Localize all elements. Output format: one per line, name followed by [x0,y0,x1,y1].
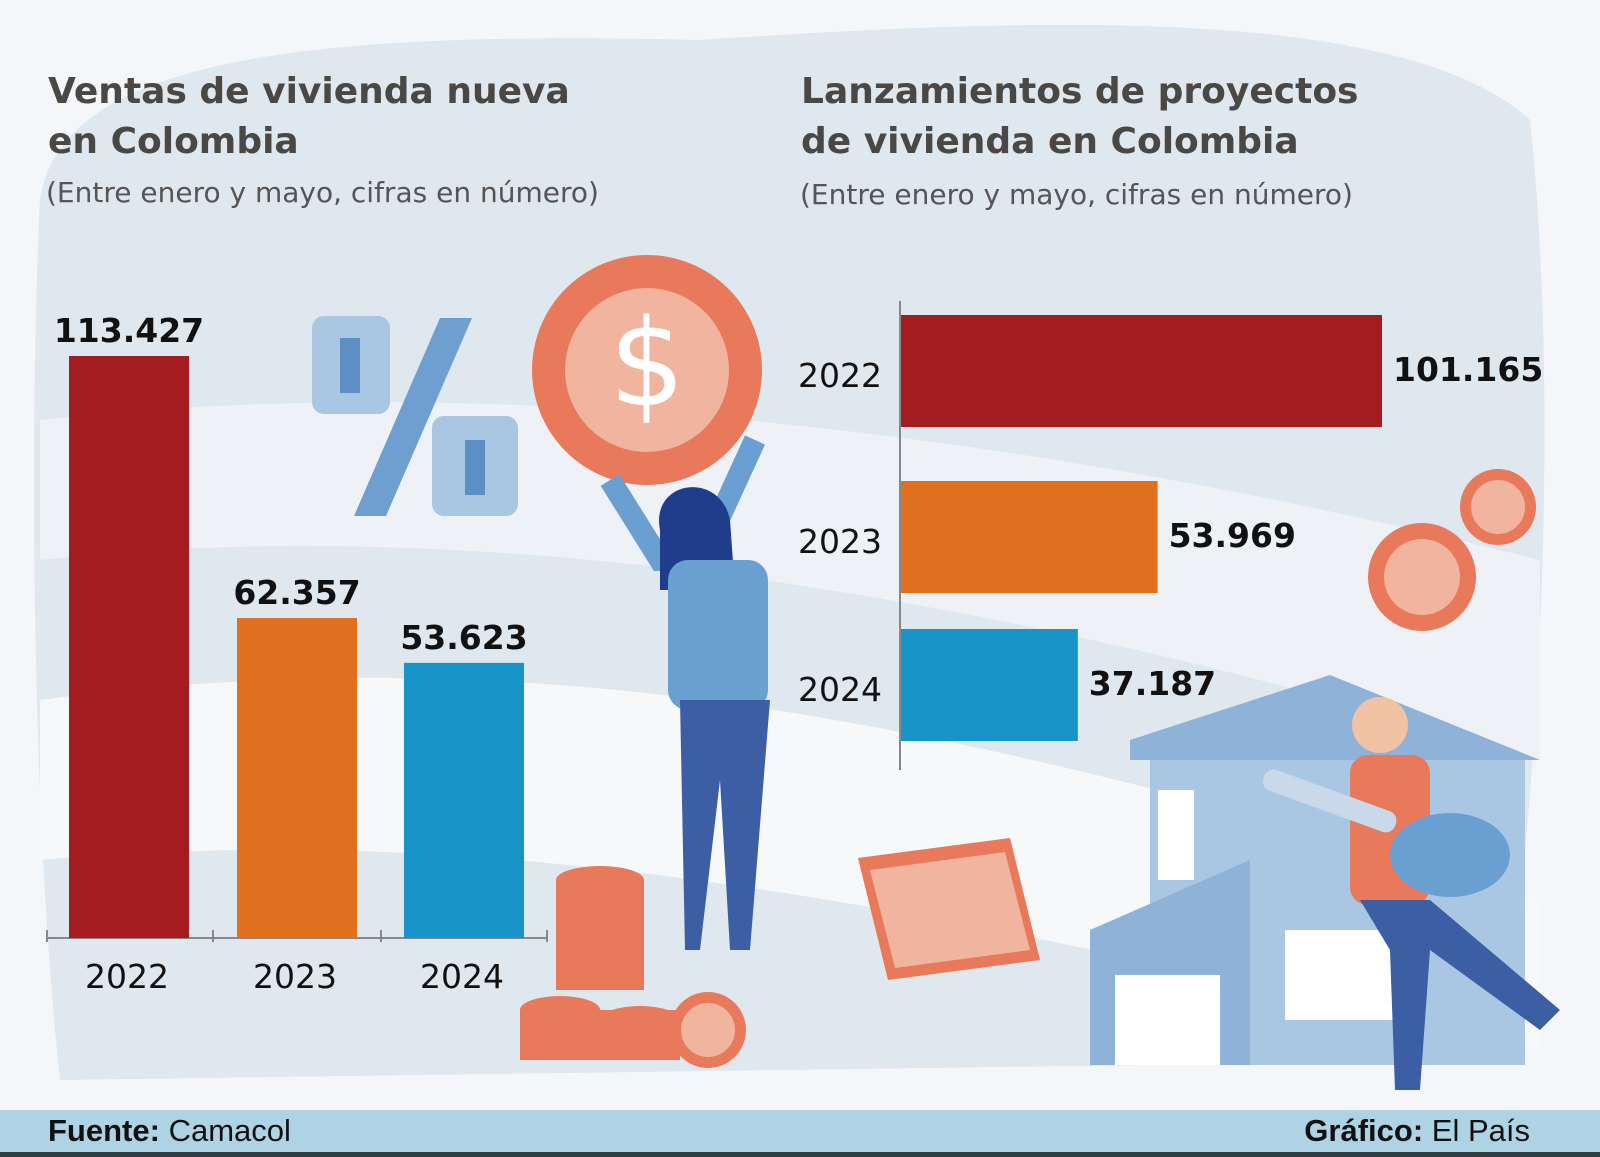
y-tick-label-2022: 2022 [798,356,882,395]
source-value: Camacol [168,1113,291,1148]
data-label-2024: 53.623 [400,618,527,657]
bar-2023 [901,481,1158,593]
left-title-line2: en Colombia [48,121,299,162]
coin-stack-icon [520,866,746,1068]
data-label-2022: 101.165 [1393,350,1543,389]
right-title-line2: de vivienda en Colombia [801,121,1299,162]
bar-2024 [404,662,524,938]
source-label: Fuente: [48,1113,160,1148]
data-label-2023: 53.969 [1169,516,1296,555]
big-coin-icon: $ [532,255,762,485]
graphic-credit: Gráfico: El País [1304,1110,1530,1152]
bottom-strip [0,1152,1600,1157]
woman-illustration [600,435,770,950]
data-label-2024: 37.187 [1089,664,1216,703]
bar-2022 [901,315,1382,427]
y-tick-label-2024: 2024 [798,670,882,709]
chart-right: 101.165 2022 53.969 2023 37.187 2024 [798,301,1543,770]
source-credit: Fuente: Camacol [48,1110,291,1152]
y-tick-label-2023: 2023 [798,522,882,561]
svg-text:$: $ [609,295,685,434]
small-coin-icon [1368,469,1536,631]
data-label-2022: 113.427 [54,311,204,350]
left-chart-subtitle: (Entre enero y mayo, cifras en número) [46,176,599,209]
footer-bar: Fuente: Camacol Gráfico: El País [0,1110,1600,1152]
left-chart-title: Ventas de vivienda nueva en Colombia [48,67,570,167]
percent-icon [312,316,518,516]
x-tick-label-2024: 2024 [420,957,504,996]
credit-label: Gráfico: [1304,1113,1424,1148]
chart-left: 113.427 2022 62.357 2023 53.623 2024 [46,311,548,996]
right-title-line1: Lanzamientos de proyectos [801,71,1359,112]
x-tick-label-2022: 2022 [85,957,169,996]
bar-2024 [901,629,1078,741]
right-chart-title: Lanzamientos de proyectos de vivienda en… [801,67,1358,167]
left-title-line1: Ventas de vivienda nueva [48,71,570,112]
data-label-2023: 62.357 [233,573,360,612]
bar-2022 [69,356,189,938]
credit-value: El País [1431,1113,1530,1148]
x-tick-label-2023: 2023 [253,957,337,996]
man-with-key-illustration [1262,697,1560,1090]
right-chart-subtitle: (Entre enero y mayo, cifras en número) [800,178,1353,211]
bar-2023 [237,618,357,938]
calendar-icon [858,838,1040,980]
